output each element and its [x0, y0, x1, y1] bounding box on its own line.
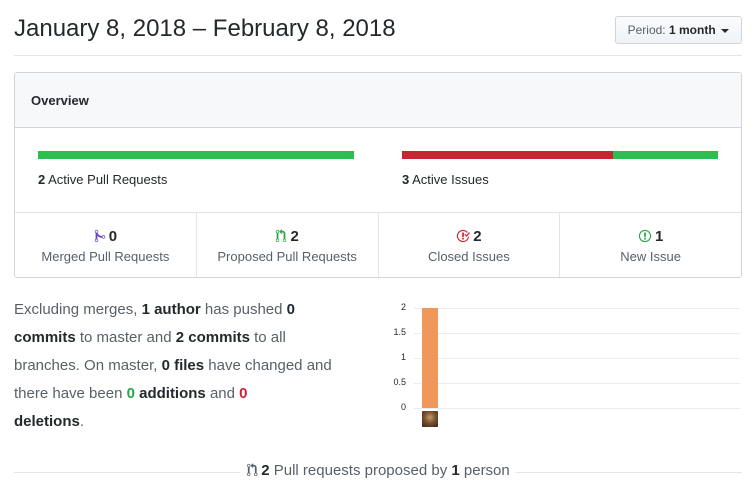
- merged-count: 0: [108, 228, 118, 245]
- stat-merged-pull-requests[interactable]: 0 Merged Pull Requests: [15, 213, 197, 277]
- active-pull-requests-summary[interactable]: 2 Active Pull Requests: [38, 151, 354, 187]
- git-pull-request-icon: [246, 463, 258, 477]
- period-dropdown-button[interactable]: Period: 1 month: [614, 16, 742, 44]
- gridline: [414, 383, 740, 384]
- stat-proposed-pull-requests[interactable]: 2 Proposed Pull Requests: [197, 213, 379, 277]
- proposed-label: Proposed Pull Requests: [217, 249, 357, 264]
- issue-opened-icon: [638, 229, 652, 243]
- proposed-count: 2: [290, 228, 299, 245]
- y-tick-label: 0: [400, 402, 406, 412]
- commit-bar[interactable]: [422, 308, 438, 408]
- issues-progress-bar: [402, 151, 718, 159]
- commit-summary: Excluding merges, 1 author has pushed 0 …: [14, 301, 332, 430]
- overview-bars: 2 Active Pull Requests 3 Active Issues: [15, 128, 741, 213]
- active-issues-label: 3 Active Issues: [402, 172, 489, 187]
- gridline: [414, 408, 740, 409]
- period-value: 1 month: [668, 23, 716, 37]
- y-tick-label: 1: [400, 352, 406, 362]
- new-issue-label: New Issue: [620, 249, 681, 264]
- new-segment: [612, 151, 718, 159]
- y-tick-label: 0.5: [393, 377, 406, 387]
- overview-title: Overview: [15, 73, 741, 128]
- proposed-pr-count: 2: [261, 462, 270, 479]
- active-pull-requests-label: 2 Active Pull Requests: [38, 172, 168, 187]
- issue-closed-icon: [457, 229, 471, 243]
- additions-word: additions: [134, 385, 206, 402]
- people-count: 1: [451, 462, 460, 479]
- page-header: January 8, 2018 – February 8, 2018 Perio…: [14, 14, 742, 56]
- files-changed: 0 files: [161, 357, 205, 374]
- all-branch-commits: 2 commits: [175, 329, 250, 346]
- additions-count: 0: [126, 385, 135, 402]
- y-tick-label: 1.5: [393, 327, 406, 337]
- master-commits: 0 commits: [14, 301, 295, 346]
- pull-requests-proposed-summary[interactable]: 2 Pull requests proposed by 1 person: [240, 462, 516, 479]
- git-pull-request-icon: [276, 229, 287, 243]
- merged-label: Merged Pull Requests: [41, 249, 170, 264]
- closed-count: 2: [473, 228, 482, 245]
- author-count: 1 author: [141, 301, 201, 318]
- pull-requests-progress-bar: [38, 151, 354, 159]
- overview-box: Overview 2 Active Pull Requests 3 Active…: [14, 72, 742, 278]
- overview-stats: 0 Merged Pull Requests 2 Proposed Pull R…: [15, 213, 741, 277]
- active-pull-requests-count: 2: [38, 172, 46, 187]
- page-title: January 8, 2018 – February 8, 2018: [14, 15, 396, 42]
- chevron-down-icon: [721, 28, 729, 33]
- active-issues-count: 3: [402, 172, 410, 187]
- closed-label: Closed Issues: [428, 249, 510, 264]
- footer-divider: 2 Pull requests proposed by 1 person: [14, 462, 742, 479]
- y-tick-label: 2: [400, 302, 406, 312]
- stat-new-issue[interactable]: 1 New Issue: [560, 213, 741, 277]
- deletions-count: 0: [239, 385, 248, 402]
- closed-segment: [402, 151, 613, 159]
- commits-by-author-chart: 0 0.5 1 1.5 2: [392, 298, 742, 430]
- new-issue-count: 1: [654, 228, 664, 245]
- gridline: [414, 308, 740, 309]
- gridline: [414, 333, 740, 334]
- author-avatar[interactable]: [422, 411, 438, 427]
- deletions-word: deletions: [14, 413, 80, 430]
- proposed-segment: [38, 151, 354, 159]
- period-prefix: Period:: [627, 23, 666, 37]
- gridline: [414, 358, 740, 359]
- git-merge-icon: [94, 229, 105, 243]
- stat-closed-issues[interactable]: 2 Closed Issues: [379, 213, 561, 277]
- active-issues-summary[interactable]: 3 Active Issues: [402, 151, 718, 187]
